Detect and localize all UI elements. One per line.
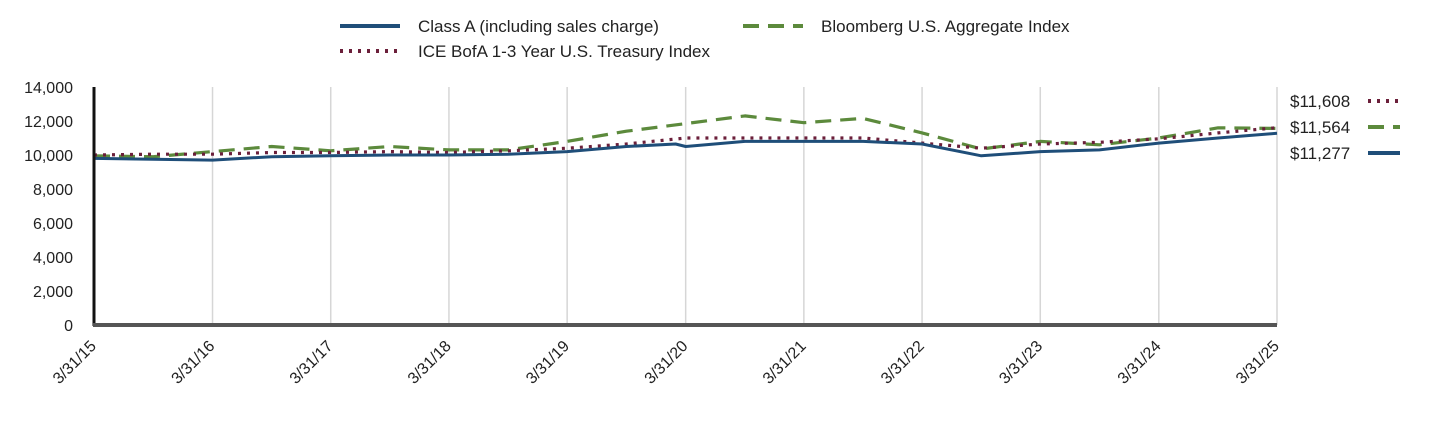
end-value-label: $11,277 xyxy=(1290,144,1350,163)
y-tick-label: 6,000 xyxy=(33,216,73,233)
x-tick-label: 3/31/24 xyxy=(1115,338,1165,388)
series-lines xyxy=(93,114,1278,162)
axes xyxy=(92,87,1277,327)
x-tick-label: 3/31/17 xyxy=(287,338,337,388)
x-tick-label: 3/31/22 xyxy=(878,338,928,388)
gridlines xyxy=(211,87,1278,325)
x-axis-ticks: 3/31/15 3/31/16 3/31/17 3/31/18 3/31/19 3/31/… xyxy=(50,338,1283,388)
end-labels: $11,608 $11,564 $11,277 xyxy=(1290,92,1400,163)
end-value-label: $11,564 xyxy=(1290,118,1350,137)
y-tick-label: 12,000 xyxy=(24,114,73,131)
legend-label: Class A (including sales charge) xyxy=(418,17,659,36)
legend: Class A (including sales charge) Bloomber… xyxy=(340,17,1070,61)
legend-label: Bloomberg U.S. Aggregate Index xyxy=(821,17,1070,36)
y-tick-label: 4,000 xyxy=(33,250,73,267)
x-tick-label: 3/31/25 xyxy=(1233,338,1283,388)
legend-label: ICE BofA 1-3 Year U.S. Treasury Index xyxy=(418,42,710,61)
x-tick-label: 3/31/15 xyxy=(50,338,100,388)
x-tick-label: 3/31/19 xyxy=(523,338,573,388)
y-tick-label: 2,000 xyxy=(33,284,73,301)
x-tick-label: 3/31/18 xyxy=(405,338,455,388)
y-tick-label: 10,000 xyxy=(24,148,73,165)
x-tick-label: 3/31/16 xyxy=(169,338,219,388)
y-tick-label: 8,000 xyxy=(33,182,73,199)
x-tick-label: 3/31/23 xyxy=(996,338,1046,388)
x-tick-label: 3/31/20 xyxy=(642,338,692,388)
y-tick-label: 14,000 xyxy=(24,80,73,97)
end-value-label: $11,608 xyxy=(1290,92,1350,111)
series-line-1 xyxy=(93,131,1278,162)
y-tick-label: 0 xyxy=(64,318,73,335)
x-tick-label: 3/31/21 xyxy=(760,338,810,388)
y-axis-ticks: 0 2,000 4,000 6,000 8,000 10,000 12,000 14,000 xyxy=(24,80,73,335)
